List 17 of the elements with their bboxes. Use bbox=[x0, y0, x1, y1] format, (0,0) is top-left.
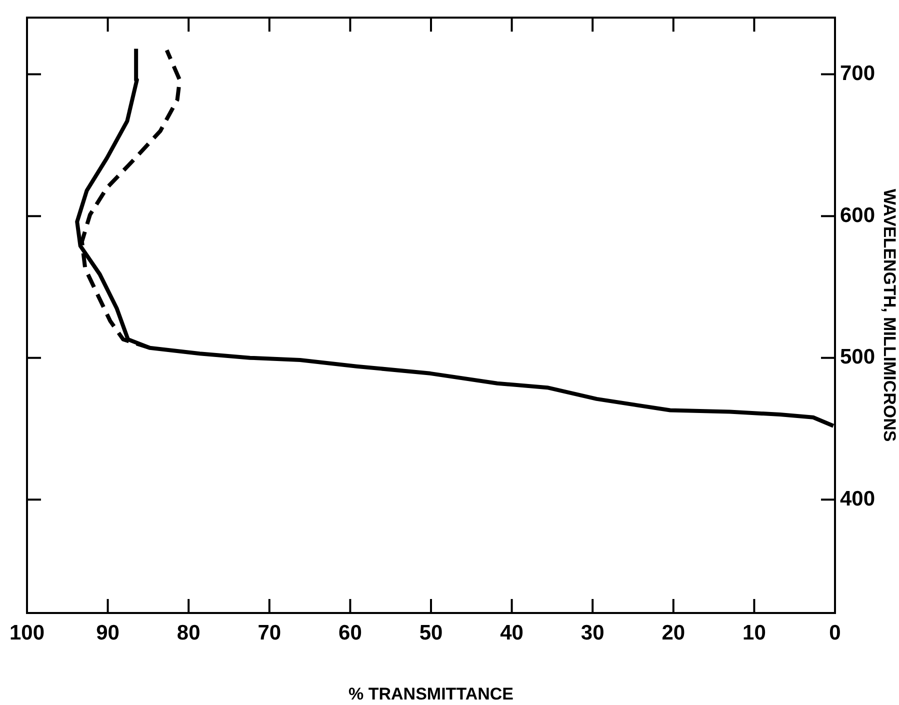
y-tick-label: 400 bbox=[840, 487, 876, 510]
x-tick-label: 80 bbox=[176, 621, 200, 644]
x-tick-label: 90 bbox=[96, 621, 120, 644]
y-tick-label: 500 bbox=[840, 346, 876, 369]
x-tick-label: 70 bbox=[258, 621, 282, 644]
x-tick-label: 50 bbox=[419, 621, 443, 644]
x-tick-label: 100 bbox=[9, 621, 45, 644]
x-tick-label: 40 bbox=[500, 621, 524, 644]
y-tick-label: 700 bbox=[840, 62, 876, 86]
y-axis-title: WAVELENGTH, MILLIMICRONS bbox=[880, 188, 899, 442]
x-tick-label: 0 bbox=[829, 621, 841, 644]
x-tick-label: 20 bbox=[662, 621, 686, 644]
x-tick-label: 30 bbox=[580, 621, 604, 644]
x-axis-title: % TRANSMITTANCE bbox=[348, 684, 514, 704]
x-tick-label: 10 bbox=[742, 621, 766, 644]
x-tick-label: 60 bbox=[338, 621, 362, 644]
y-tick-label: 600 bbox=[840, 204, 876, 227]
